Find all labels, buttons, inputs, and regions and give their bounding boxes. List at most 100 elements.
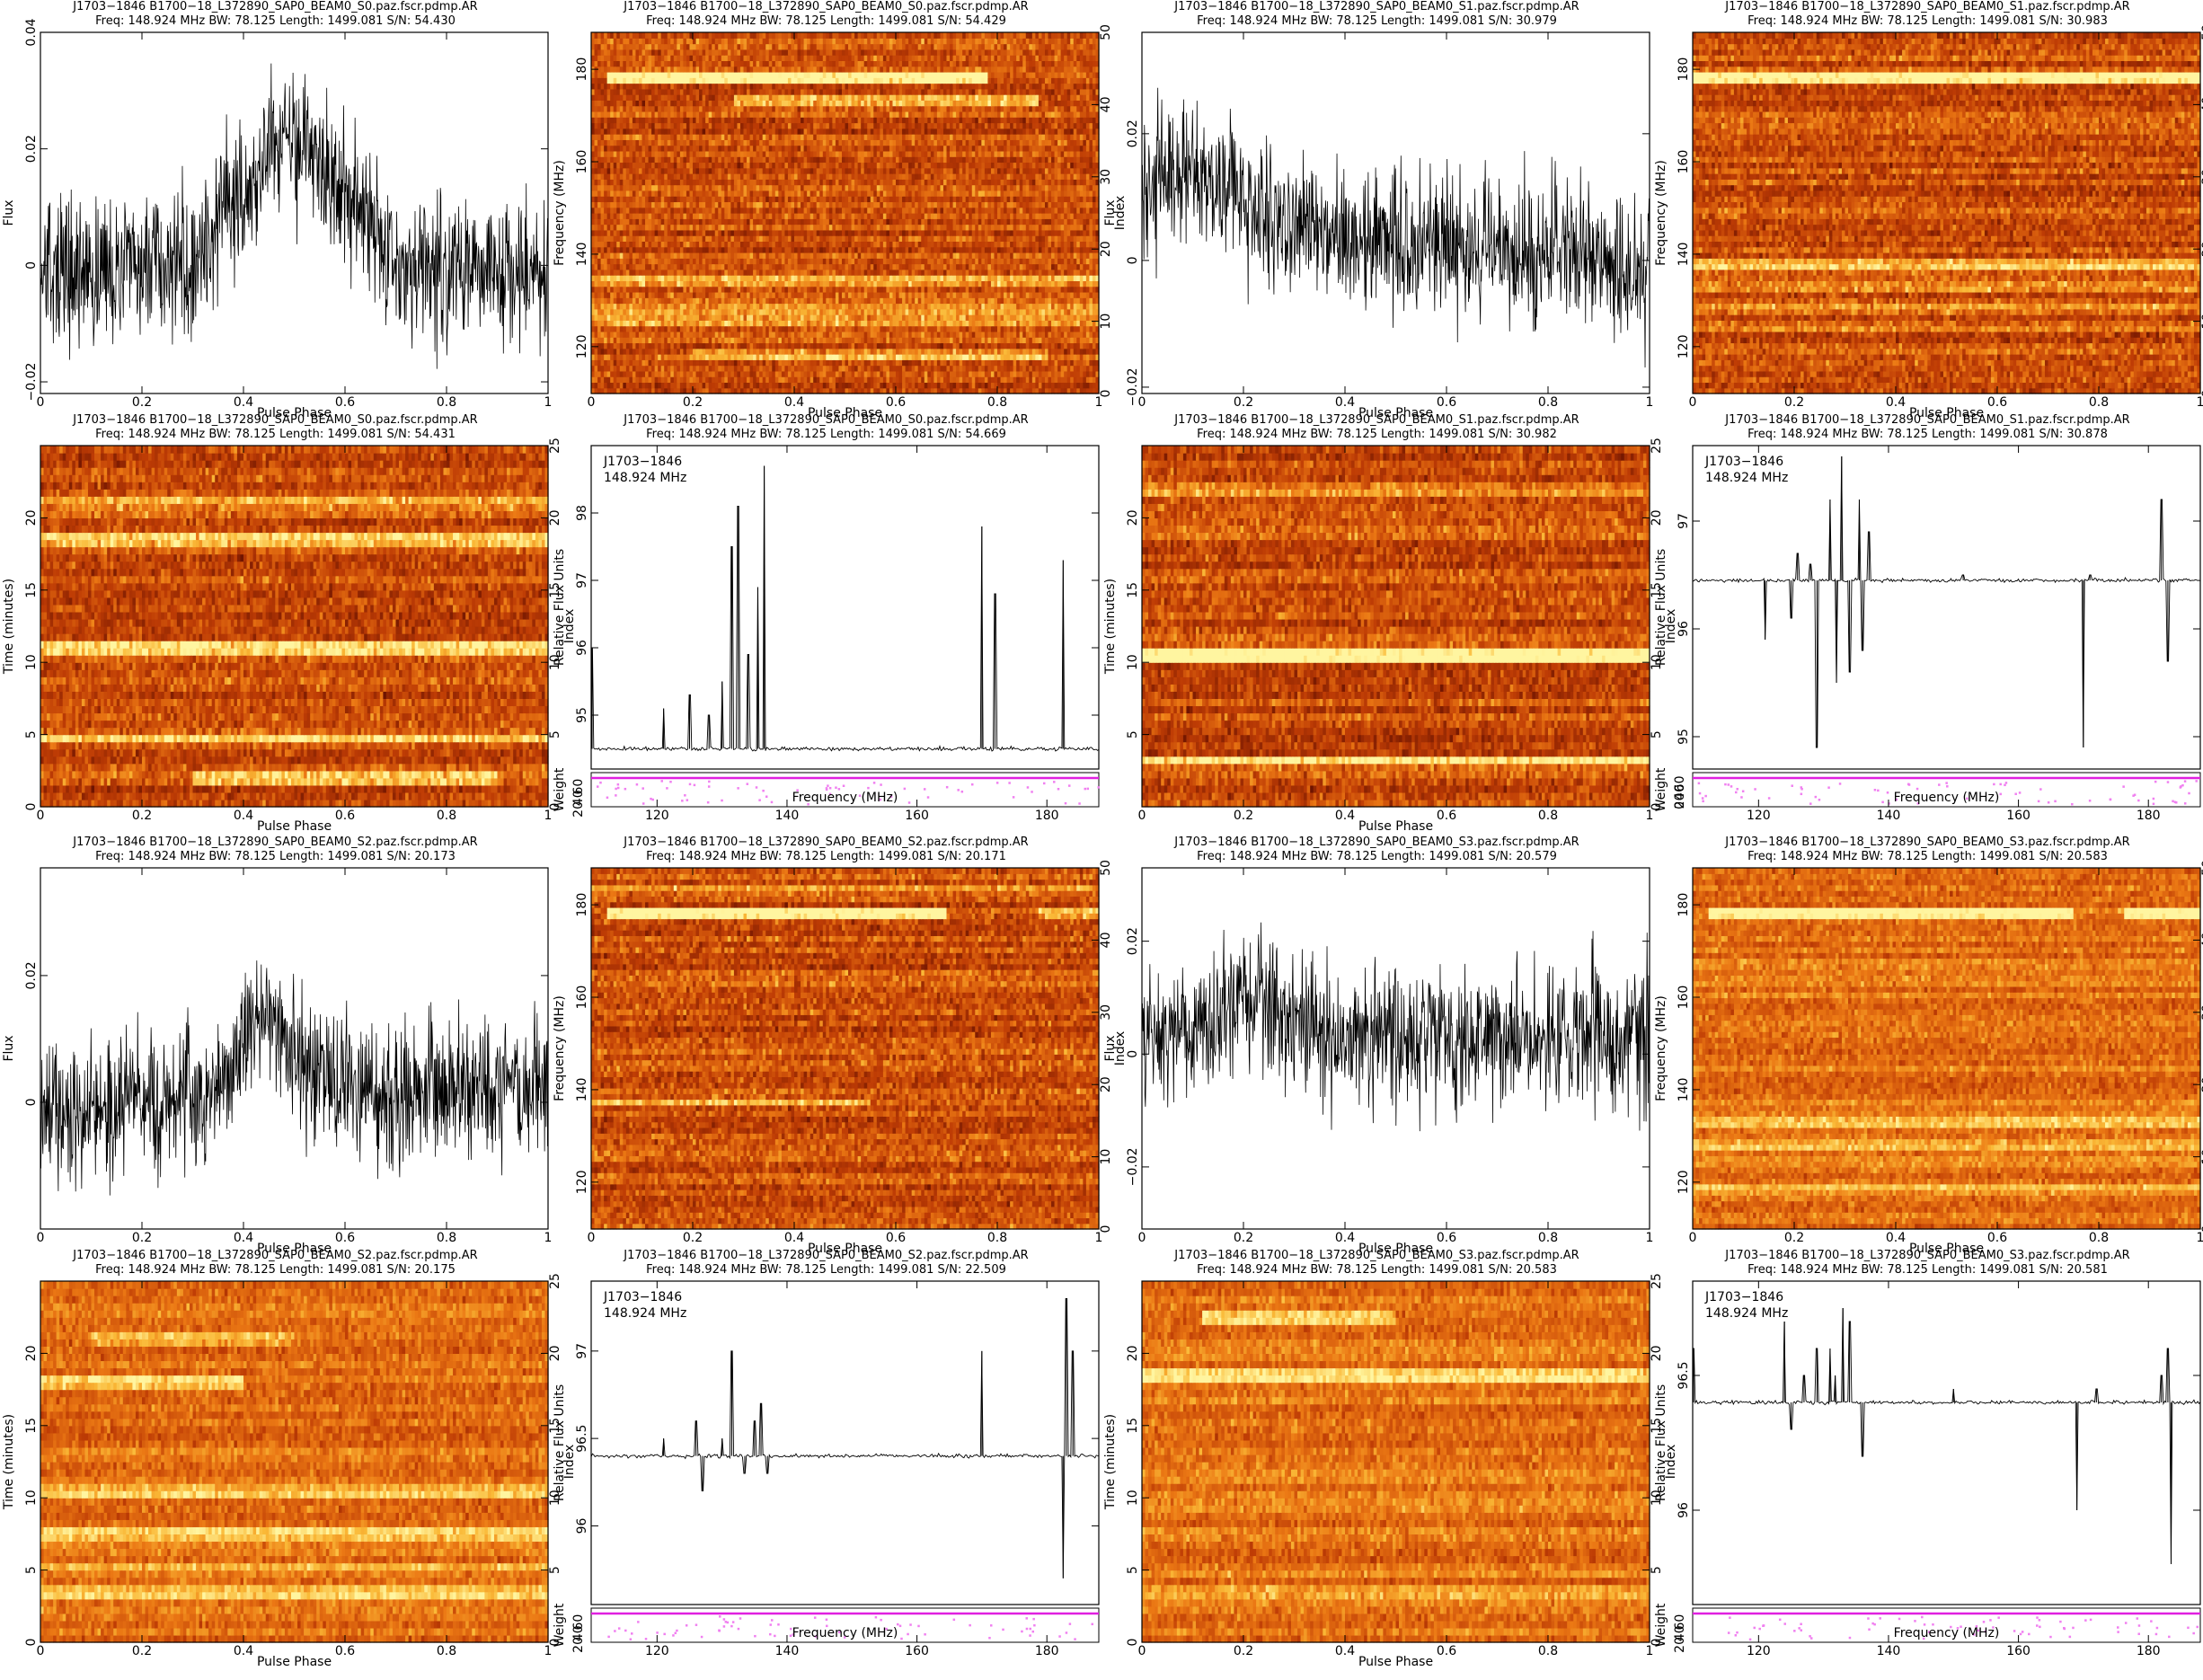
heatmap-cell [610, 304, 614, 310]
heatmap-cell [801, 354, 804, 360]
heatmap-cell [1013, 342, 1017, 349]
heatmap-cell [1016, 258, 1020, 264]
heatmap-cell [655, 264, 659, 270]
heatmap-cell [626, 264, 630, 270]
heatmap-cell [826, 320, 829, 326]
heatmap-cell [616, 332, 620, 338]
heatmap-cell [908, 280, 912, 287]
heatmap-cell [674, 309, 677, 315]
heatmap-cell [969, 382, 972, 388]
heatmap-cell [753, 235, 756, 242]
heatmap-cell [813, 287, 817, 293]
heatmap-cell [651, 287, 655, 293]
heatmap-cell [886, 314, 889, 321]
heatmap-cell [724, 252, 728, 259]
heatmap-cell [1022, 314, 1026, 321]
heatmap-cell [1041, 304, 1045, 310]
heatmap-cell [591, 382, 595, 388]
heatmap-cell [1013, 264, 1017, 270]
heatmap-cell [677, 264, 680, 270]
heatmap-cell [997, 252, 1001, 259]
heatmap-cell [1064, 326, 1067, 332]
heatmap-cell [744, 337, 748, 343]
heatmap-cell [981, 309, 985, 315]
heatmap-cell [1057, 235, 1061, 242]
heatmap-cell [715, 382, 719, 388]
heatmap-cell [721, 275, 725, 281]
heatmap-cell [991, 382, 995, 388]
heatmap-cell [591, 218, 595, 225]
heatmap-cell [791, 280, 794, 287]
heatmap-cell [807, 332, 810, 338]
heatmap-cell [1067, 241, 1071, 247]
heatmap-cell [670, 342, 674, 349]
heatmap-cell [607, 359, 611, 366]
heatmap-cell [1013, 258, 1017, 264]
heatmap-cell [943, 342, 947, 349]
heatmap-cell [1029, 332, 1032, 338]
heatmap-cell [962, 382, 966, 388]
heatmap-cell [798, 280, 801, 287]
heatmap-cell [906, 320, 909, 326]
heatmap-cell [1055, 342, 1058, 349]
heatmap-cell [670, 292, 674, 298]
heatmap-cell [791, 225, 794, 231]
heatmap-cell [699, 354, 703, 360]
heatmap-cell [721, 280, 725, 287]
heatmap-cell [616, 235, 620, 242]
heatmap-cell [880, 225, 883, 231]
heatmap-cell [864, 280, 868, 287]
heatmap-cell [1029, 275, 1032, 281]
heatmap-cell [918, 342, 922, 349]
heatmap-cell [1039, 382, 1042, 388]
heatmap-cell [601, 376, 605, 383]
heatmap-cell [877, 280, 880, 287]
heatmap-cell [836, 292, 839, 298]
heatmap-cell [813, 382, 817, 388]
heatmap-cell [607, 382, 611, 388]
heatmap-cell [966, 382, 969, 388]
heatmap-cell [987, 235, 991, 242]
heatmap-cell [902, 287, 906, 293]
heatmap-cell [703, 297, 706, 304]
heatmap-cell [769, 218, 773, 225]
heatmap-cell [689, 326, 693, 332]
heatmap-cell [962, 354, 966, 360]
heatmap-cell [925, 349, 928, 355]
heatmap-cell [807, 280, 810, 287]
heatmap-cell [985, 337, 988, 343]
heatmap-cell [791, 235, 794, 242]
heatmap-cell [718, 337, 721, 343]
heatmap-cell [813, 371, 817, 377]
heatmap-cell [854, 337, 858, 343]
heatmap-cell [956, 332, 960, 338]
heatmap-cell [836, 359, 839, 366]
heatmap-cell [807, 309, 810, 315]
heatmap-cell [1080, 280, 1084, 287]
heatmap-cell [978, 247, 982, 253]
heatmap-cell [604, 309, 607, 315]
heatmap-cell [867, 376, 871, 383]
heatmap-cell [889, 320, 893, 326]
heatmap-cell [753, 297, 756, 304]
heatmap-cell [826, 275, 829, 281]
heatmap-cell [664, 270, 668, 276]
heatmap-cell [883, 241, 887, 247]
heatmap-cell [661, 354, 665, 360]
heatmap-cell [978, 241, 982, 247]
heatmap-cell [933, 371, 937, 377]
heatmap-cell [960, 326, 963, 332]
heatmap-cell [838, 382, 842, 388]
heatmap-cell [1048, 332, 1052, 338]
heatmap-cell [931, 314, 934, 321]
heatmap-cell [801, 376, 804, 383]
heatmap-cell [1061, 309, 1065, 315]
heatmap-cell [1039, 235, 1042, 242]
heatmap-cell [1041, 382, 1045, 388]
heatmap-cell [1007, 366, 1011, 372]
heatmap-cell [642, 264, 646, 270]
heatmap-cell [836, 326, 839, 332]
heatmap-cell [721, 371, 725, 377]
heatmap-cell [908, 304, 912, 310]
heatmap-cell [718, 297, 721, 304]
